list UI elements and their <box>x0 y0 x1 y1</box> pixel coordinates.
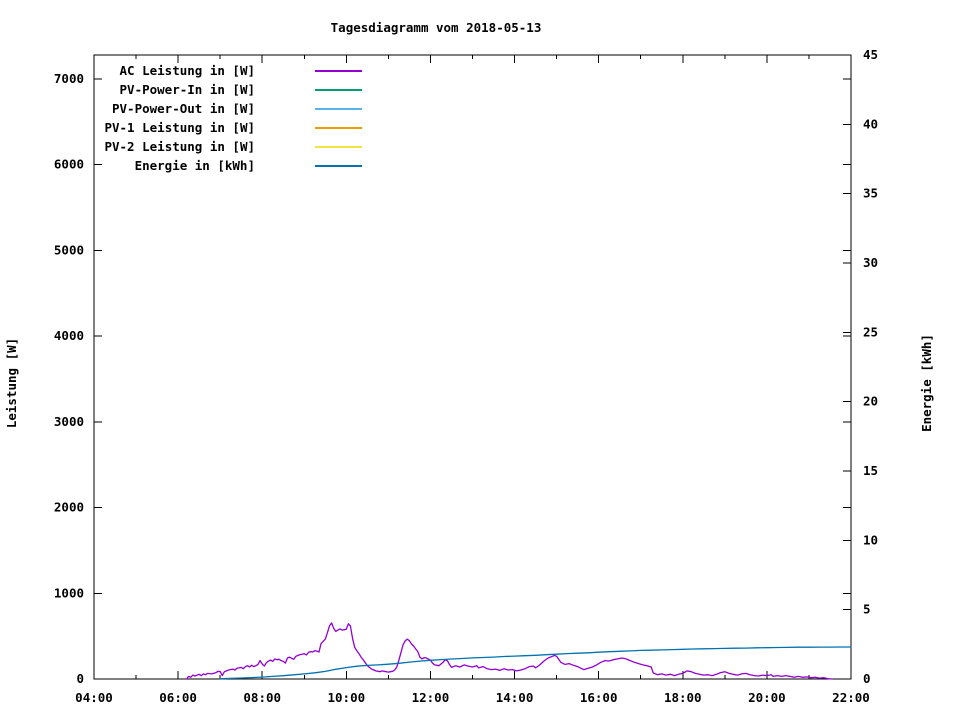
chart-title: Tagesdiagramm vom 2018-05-13 <box>331 20 542 35</box>
legend-label: PV-Power-In in [W] <box>120 82 255 97</box>
y-left-tick-label: 2000 <box>54 500 84 515</box>
x-tick-label: 14:00 <box>496 690 534 705</box>
y-right-axis-label: Energie [kWh] <box>919 334 934 432</box>
y-left-tick-label: 1000 <box>54 585 84 600</box>
x-tick-label: 16:00 <box>580 690 618 705</box>
x-tick-label: 22:00 <box>832 690 870 705</box>
series-line-0 <box>185 622 833 680</box>
y-right-tick-label: 40 <box>863 116 878 131</box>
y-right-tick-label: 45 <box>863 47 878 62</box>
legend: AC Leistung in [W] PV-Power-In in [W] PV-P… <box>104 63 362 173</box>
y-right-tick-label: 35 <box>863 186 878 201</box>
legend-label: PV-1 Leistung in [W] <box>104 120 255 135</box>
y-right-tick-label: 25 <box>863 324 878 339</box>
y-left-tick-label: 0 <box>76 671 84 686</box>
y-right-tick-label: 10 <box>863 532 878 547</box>
series-line-5 <box>219 646 852 680</box>
y-left-tick-label: 7000 <box>54 71 84 86</box>
y-left-tick-label: 4000 <box>54 328 84 343</box>
y-left-tick-label: 6000 <box>54 157 84 172</box>
y-right-tick-label: 5 <box>863 602 871 617</box>
y-right-tick-label: 30 <box>863 255 878 270</box>
y-left-axis-label: Leistung [W] <box>4 338 19 428</box>
x-tick-label: 08:00 <box>243 690 281 705</box>
legend-label: Energie in [kWh] <box>135 158 255 173</box>
x-tick-label: 18:00 <box>664 690 702 705</box>
series-lines <box>185 622 852 680</box>
legend-label: AC Leistung in [W] <box>120 63 255 78</box>
y-right-tick-label: 20 <box>863 394 878 409</box>
y-right-tick-label: 15 <box>863 463 878 478</box>
x-tick-label: 06:00 <box>159 690 197 705</box>
y-left-tick-label: 5000 <box>54 242 84 257</box>
x-tick-label: 20:00 <box>748 690 786 705</box>
x-tick-label: 04:00 <box>75 690 113 705</box>
x-tick-label: 10:00 <box>328 690 366 705</box>
y-left-tick-label: 3000 <box>54 414 84 429</box>
y-right-tick-label: 0 <box>863 671 871 686</box>
axis-tick-labels: 04:00 06:00 08:00 10:00 12:00 14:00 16:00 18:00… <box>54 47 878 705</box>
legend-label: PV-Power-Out in [W] <box>112 101 255 116</box>
x-tick-label: 12:00 <box>412 690 450 705</box>
legend-label: PV-2 Leistung in [W] <box>104 139 255 154</box>
